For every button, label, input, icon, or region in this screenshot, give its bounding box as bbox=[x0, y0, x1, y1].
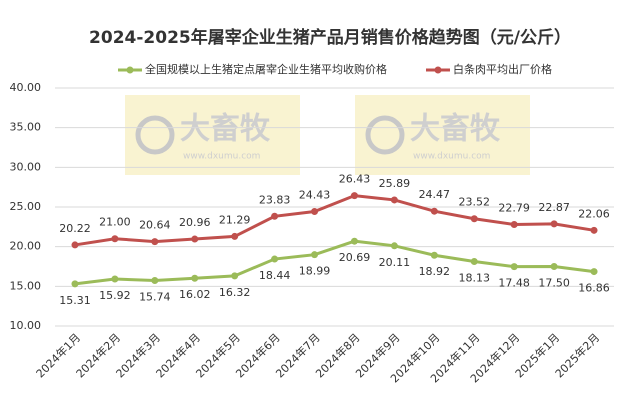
data-label: 20.22 bbox=[59, 222, 91, 235]
y-tick-label: 25.00 bbox=[10, 200, 42, 213]
watermark-logo bbox=[365, 115, 405, 155]
data-point bbox=[510, 263, 518, 271]
data-point bbox=[350, 192, 358, 200]
data-label: 21.29 bbox=[219, 213, 251, 226]
data-point bbox=[271, 255, 279, 263]
data-label: 26.43 bbox=[339, 173, 371, 186]
data-point bbox=[390, 196, 398, 204]
data-label: 20.64 bbox=[139, 219, 171, 232]
data-label: 18.92 bbox=[419, 265, 451, 278]
data-point bbox=[590, 268, 598, 276]
data-point bbox=[390, 242, 398, 250]
series-line bbox=[74, 239, 595, 286]
y-tick-label: 35.00 bbox=[10, 121, 42, 134]
legend-marker bbox=[126, 66, 134, 74]
data-label: 20.11 bbox=[379, 256, 411, 269]
data-point bbox=[111, 235, 119, 243]
data-point bbox=[271, 212, 279, 220]
data-label: 15.31 bbox=[59, 294, 91, 307]
legend-marker bbox=[434, 66, 442, 74]
data-point bbox=[430, 251, 438, 259]
watermark-url: www.dxumu.com bbox=[183, 152, 260, 162]
data-label: 21.00 bbox=[99, 216, 131, 229]
watermark-box bbox=[355, 95, 530, 175]
data-label: 18.13 bbox=[459, 272, 491, 285]
data-point bbox=[191, 274, 199, 282]
data-point bbox=[311, 251, 319, 259]
legend-label: 白条肉平均出厂价格 bbox=[453, 62, 552, 76]
data-point bbox=[71, 280, 79, 288]
data-point bbox=[71, 241, 79, 249]
data-label: 24.47 bbox=[419, 188, 451, 201]
data-point bbox=[470, 215, 478, 223]
data-label: 23.52 bbox=[459, 196, 491, 209]
data-point bbox=[590, 226, 598, 234]
data-point bbox=[350, 237, 358, 245]
data-point bbox=[231, 232, 239, 240]
data-point bbox=[510, 221, 518, 229]
data-point bbox=[231, 272, 239, 280]
data-label: 22.06 bbox=[578, 207, 610, 220]
data-label: 15.74 bbox=[139, 290, 171, 303]
data-point bbox=[470, 258, 478, 266]
data-point bbox=[311, 208, 319, 216]
y-tick-label: 40.00 bbox=[10, 81, 42, 94]
y-tick-label: 10.00 bbox=[10, 319, 42, 332]
data-label: 24.43 bbox=[299, 189, 331, 202]
data-label: 15.92 bbox=[99, 289, 131, 302]
data-label: 18.44 bbox=[259, 269, 291, 282]
watermark-url: www.dxumu.com bbox=[413, 152, 490, 162]
data-point bbox=[550, 220, 558, 228]
data-point bbox=[191, 235, 199, 243]
data-label: 17.50 bbox=[538, 277, 570, 290]
watermark-box bbox=[125, 95, 300, 175]
data-point bbox=[151, 276, 159, 284]
data-label: 18.99 bbox=[299, 265, 331, 278]
data-point bbox=[111, 275, 119, 283]
data-label: 17.48 bbox=[498, 277, 530, 290]
data-label: 25.89 bbox=[379, 177, 411, 190]
data-label: 20.69 bbox=[339, 251, 371, 264]
series-line bbox=[74, 194, 595, 247]
data-label: 22.87 bbox=[538, 201, 570, 214]
legend-label: 全国规模以上生猪定点屠宰企业生猪平均收购价格 bbox=[145, 62, 387, 76]
watermark-logo bbox=[135, 115, 175, 155]
data-label: 23.83 bbox=[259, 193, 291, 206]
data-label: 16.86 bbox=[578, 282, 610, 295]
y-tick-label: 20.00 bbox=[10, 240, 42, 253]
watermark-brand: 大畜牧 bbox=[180, 112, 271, 147]
y-tick-label: 15.00 bbox=[10, 279, 42, 292]
watermark-brand: 大畜牧 bbox=[410, 112, 501, 147]
data-label: 16.02 bbox=[179, 288, 211, 301]
data-label: 20.96 bbox=[179, 216, 211, 229]
data-label: 16.32 bbox=[219, 286, 251, 299]
y-tick-label: 30.00 bbox=[10, 160, 42, 173]
chart-title: 2024-2025年屠宰企业生猪产品月销售价格趋势图（元/公斤） bbox=[89, 27, 571, 48]
data-point bbox=[151, 238, 159, 246]
data-point bbox=[430, 207, 438, 215]
data-label: 22.79 bbox=[498, 202, 530, 215]
data-point bbox=[550, 263, 558, 270]
